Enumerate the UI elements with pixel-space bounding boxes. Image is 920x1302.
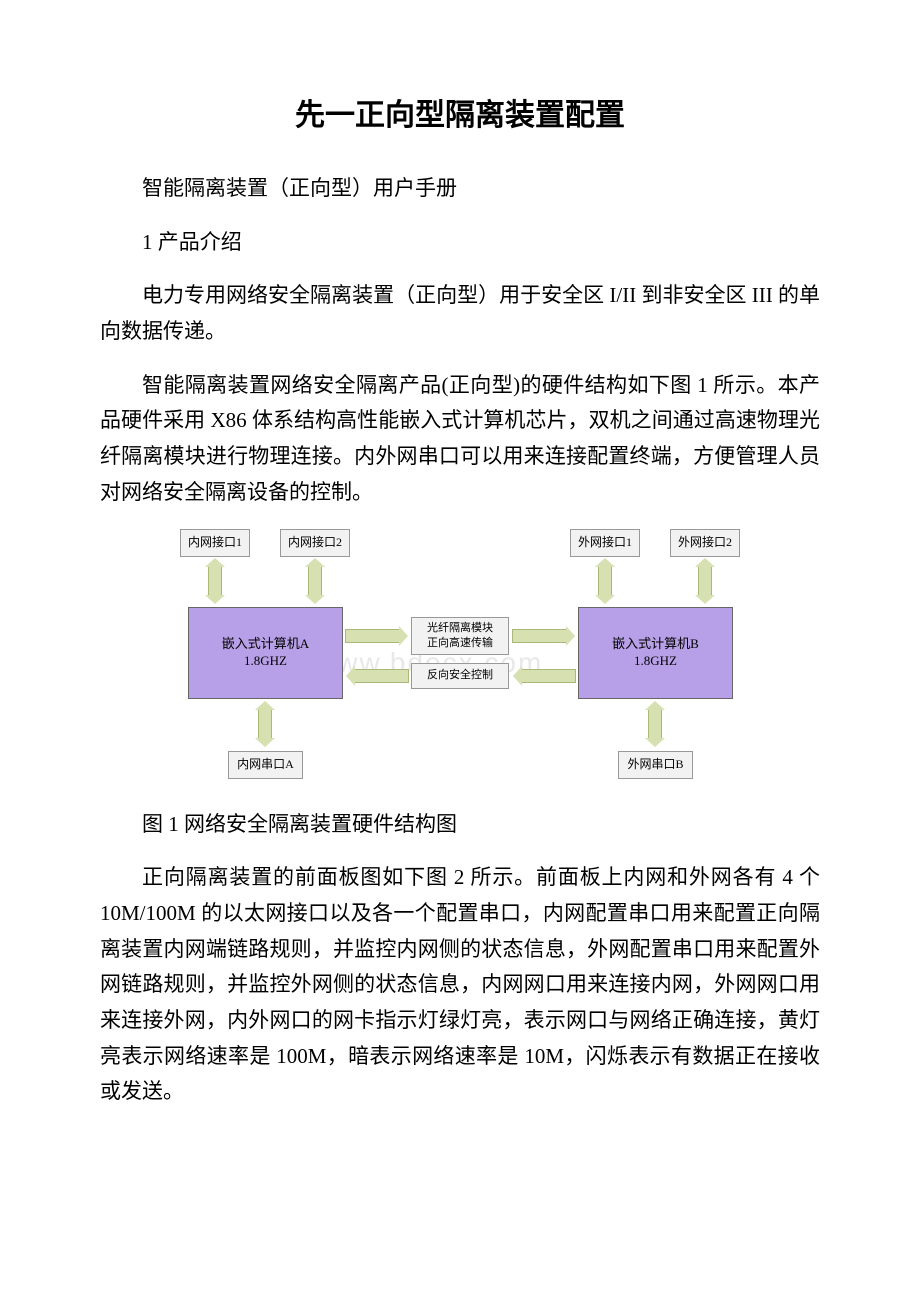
fiber-label: 光纤隔离模块正向高速传输: [427, 621, 493, 650]
arrow-r-icon: [345, 629, 400, 643]
arrow-v-icon: [598, 566, 612, 596]
serial-b: 外网串口B: [618, 751, 693, 779]
out-port-2: 外网接口2: [670, 529, 740, 557]
arrow-v-icon: [698, 566, 712, 596]
arrow-v-icon: [308, 566, 322, 596]
in-port-2: 内网接口2: [280, 529, 350, 557]
hardware-diagram: www.bdocx.com 内网接口1 内网接口2 外网接口1 外网接口2 嵌入…: [140, 529, 780, 799]
para-hw-desc: 智能隔离装置网络安全隔离产品(正向型)的硬件结构如下图 1 所示。本产品硬件采用…: [100, 368, 820, 511]
arrow-v-icon: [648, 709, 662, 739]
serial-a: 内网串口A: [228, 751, 303, 779]
cpu-b: 嵌入式计算机B1.8GHZ: [578, 607, 733, 699]
arrow-r-icon: [512, 629, 567, 643]
out-port-1: 外网接口1: [570, 529, 640, 557]
doc-title: 先一正向型隔离装置配置: [100, 90, 820, 141]
fiber-module: 光纤隔离模块正向高速传输: [411, 617, 509, 655]
in-port-1: 内网接口1: [180, 529, 250, 557]
cpu-a: 嵌入式计算机A1.8GHZ: [188, 607, 343, 699]
para-front-panel: 正向隔离装置的前面板图如下图 2 所示。前面板上内网和外网各有 4 个 10M/…: [100, 860, 820, 1110]
section-heading-1: 1 产品介绍: [100, 225, 820, 261]
reverse-control: 反向安全控制: [411, 663, 509, 689]
cpu-a-label: 嵌入式计算机A1.8GHZ: [222, 636, 309, 670]
para-intro: 电力专用网络安全隔离装置（正向型）用于安全区 I/II 到非安全区 III 的单…: [100, 278, 820, 349]
arrow-l-icon: [521, 669, 576, 683]
para-manual-name: 智能隔离装置（正向型）用户手册: [100, 171, 820, 207]
arrow-l-icon: [354, 669, 409, 683]
arrow-v-icon: [258, 709, 272, 739]
arrow-v-icon: [208, 566, 222, 596]
figure-1-caption: 图 1 网络安全隔离装置硬件结构图: [100, 807, 820, 843]
cpu-b-label: 嵌入式计算机B1.8GHZ: [612, 636, 699, 670]
